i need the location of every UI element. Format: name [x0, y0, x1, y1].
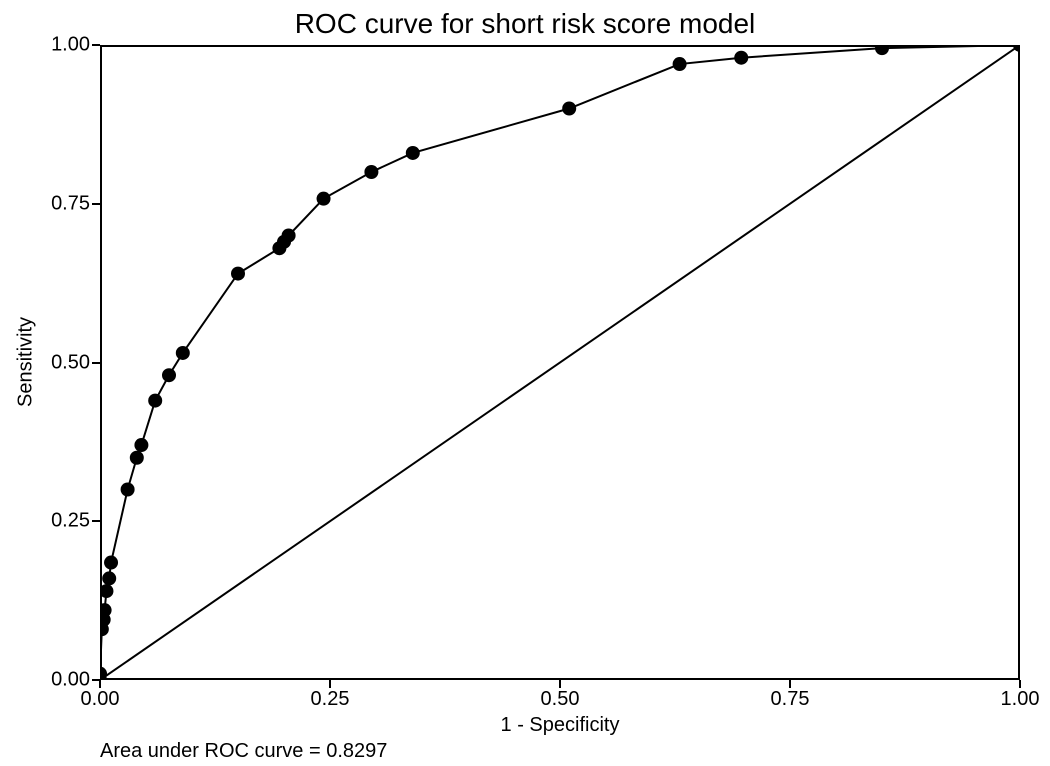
roc-point: [1013, 45, 1020, 52]
tick-mark: [92, 203, 100, 205]
roc-point: [673, 57, 687, 71]
x-tick-label: 0.75: [771, 688, 810, 711]
roc-point: [102, 571, 116, 585]
roc-point: [104, 556, 118, 570]
tick-mark: [329, 680, 331, 688]
tick-mark: [1019, 680, 1021, 688]
y-tick-label: 0.25: [30, 510, 90, 533]
y-tick-label: 0.00: [30, 669, 90, 692]
roc-point: [406, 146, 420, 160]
roc-point: [162, 368, 176, 382]
roc-point: [282, 229, 296, 243]
roc-point: [100, 603, 112, 617]
tick-mark: [92, 44, 100, 46]
chart-title: ROC curve for short risk score model: [0, 8, 1050, 40]
x-tick-label: 0.25: [311, 688, 350, 711]
roc-point: [134, 438, 148, 452]
roc-point: [562, 102, 576, 116]
roc-point: [121, 483, 135, 497]
roc-point: [317, 192, 331, 206]
chart-caption: Area under ROC curve = 0.8297: [100, 740, 387, 763]
roc-point: [875, 45, 889, 55]
tick-mark: [559, 680, 561, 688]
x-tick-label: 0.50: [541, 688, 580, 711]
tick-mark: [92, 679, 100, 681]
roc-point: [231, 267, 245, 281]
tick-mark: [92, 362, 100, 364]
y-tick-label: 0.50: [30, 351, 90, 374]
tick-mark: [92, 520, 100, 522]
chart-container: ROC curve for short risk score model Sen…: [0, 0, 1050, 766]
roc-point: [100, 584, 113, 598]
y-tick-label: 1.00: [30, 34, 90, 57]
x-tick-label: 1.00: [1001, 688, 1040, 711]
roc-point: [364, 165, 378, 179]
plot-area: [100, 45, 1020, 680]
tick-mark: [789, 680, 791, 688]
plot-svg: [100, 45, 1020, 680]
roc-point: [130, 451, 144, 465]
reference-line: [100, 45, 1020, 680]
roc-point: [734, 51, 748, 65]
tick-mark: [99, 680, 101, 688]
roc-point: [176, 346, 190, 360]
x-axis-label: 1 - Specificity: [501, 714, 620, 737]
roc-point: [148, 394, 162, 408]
y-tick-label: 0.75: [30, 192, 90, 215]
